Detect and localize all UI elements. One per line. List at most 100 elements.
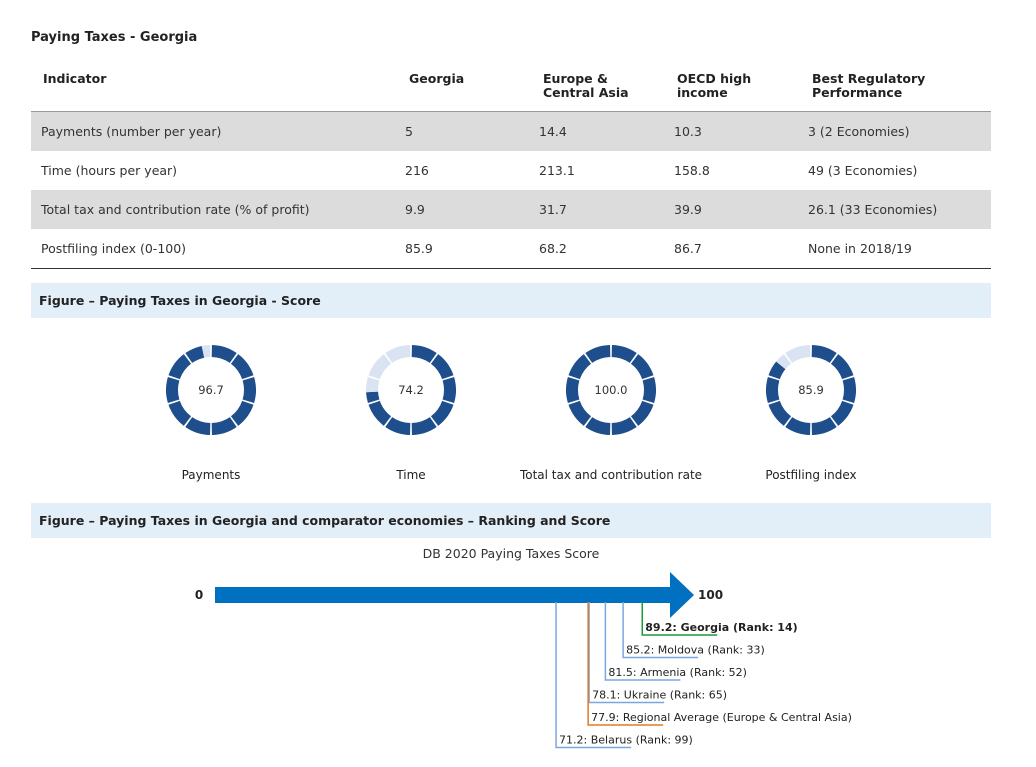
ranking-chart: 0 100 89.2: Georgia (Rank: 14) 85.2: Mold…	[195, 572, 852, 749]
score-figure-header: Figure – Paying Taxes in Georgia - Score	[31, 283, 991, 318]
donut-filled-segment	[442, 376, 456, 404]
donut-filled-segment	[568, 400, 592, 426]
donut-filled-segment	[166, 376, 180, 404]
donut-filled-segment	[811, 345, 837, 363]
table-cell: 5	[405, 124, 413, 139]
donut-filled-segment	[168, 354, 192, 380]
donut-filled-segment	[242, 376, 256, 404]
donut-filled-segment	[785, 417, 811, 435]
table-cell: 39.9	[674, 202, 702, 217]
page-title: Paying Taxes - Georgia	[31, 30, 198, 45]
donut-filled-segment	[630, 400, 654, 426]
donut-empty-segment	[785, 345, 811, 363]
donut-payments: 96.7 Payments	[111, 340, 311, 482]
leader-line	[587, 602, 664, 726]
table-cell: Total tax and contribution rate (% of pr…	[41, 202, 310, 217]
donut-filled-segment	[842, 376, 856, 404]
leader-line	[588, 602, 665, 704]
donut-label: Time	[396, 468, 426, 482]
donut-chart: 100.0	[566, 345, 656, 435]
table-cell: 9.9	[405, 202, 425, 217]
table-cell: 158.8	[674, 163, 710, 178]
table-row: Time (hours per year) 216 213.1 158.8 49…	[31, 151, 991, 190]
header-europe-central-asia: Europe & Central Asia	[543, 71, 629, 100]
donut-value: 96.7	[198, 383, 224, 397]
donut-value: 85.9	[798, 383, 824, 397]
donut-empty-segment	[368, 354, 392, 380]
table-header: Indicator Georgia Europe & Central Asia …	[31, 66, 991, 112]
table-cell: 213.1	[539, 163, 575, 178]
donut-filled-segment	[568, 354, 592, 380]
leader-line	[604, 602, 681, 681]
table-cell: None in 2018/19	[808, 241, 912, 256]
donut-filled-segment	[211, 417, 237, 435]
donut-filled-segment	[411, 417, 437, 435]
table-cell: 49 (3 Economies)	[808, 163, 918, 178]
score-figure-title: Figure – Paying Taxes in Georgia - Score	[39, 293, 321, 308]
donut-filled-segment	[566, 376, 580, 404]
header-oecd-high-income: OECD high income	[677, 71, 752, 100]
header-best-regulatory-performance: Best Regulatory Performance	[812, 71, 926, 100]
score-arrow	[215, 572, 694, 618]
donut-chart: 85.9	[766, 345, 856, 435]
economy-score-label: 77.9: Regional Average (Europe & Central…	[591, 711, 852, 724]
table-cell: 10.3	[674, 124, 702, 139]
donut-postfiling-index: 85.9 Postfiling index	[711, 340, 911, 482]
donut-filled-segment	[411, 345, 437, 363]
donut-filled-segment	[230, 354, 254, 380]
rank-figure-subtitle: DB 2020 Paying Taxes Score	[422, 546, 600, 561]
donut-empty-segment	[385, 345, 411, 363]
table-cell: 85.9	[405, 241, 433, 256]
header-indicator: Indicator	[43, 71, 107, 86]
economy-score-label: 89.2: Georgia (Rank: 14)	[645, 621, 797, 634]
table-cell: 31.7	[539, 202, 567, 217]
economy-score-label: 78.1: Ukraine (Rank: 65)	[592, 689, 727, 702]
donut-filled-segment	[185, 345, 205, 363]
leader-line	[641, 602, 718, 636]
donut-time: 74.2 Time	[311, 340, 511, 482]
table-cell: Payments (number per year)	[41, 124, 222, 139]
donut-value: 74.2	[398, 383, 424, 397]
table-cell: 68.2	[539, 241, 567, 256]
donut-filled-segment	[585, 345, 611, 363]
donut-filled-segment	[642, 376, 656, 404]
rank-figure-title: Figure – Paying Taxes in Georgia and com…	[39, 513, 611, 528]
donut-filled-segment	[430, 400, 454, 426]
header-georgia: Georgia	[409, 71, 465, 86]
leader-line	[555, 602, 632, 749]
donut-label: Total tax and contribution rate	[519, 468, 703, 482]
donut-chart: 96.7	[166, 345, 256, 435]
table-cell: Postfiling index (0-100)	[41, 241, 187, 256]
donut-filled-segment	[768, 361, 786, 380]
donut-filled-segment	[230, 400, 254, 426]
donut-filled-segment	[585, 417, 611, 435]
table-cell: 3 (2 Economies)	[808, 124, 910, 139]
donut-filled-segment	[168, 400, 192, 426]
leader-line	[622, 602, 699, 659]
table-row: Postfiling index (0-100) 85.9 68.2 86.7 …	[31, 229, 991, 269]
rank-figure-header: Figure – Paying Taxes in Georgia and com…	[31, 503, 991, 538]
donut-chart: 74.2	[366, 345, 456, 435]
donut-filled-segment	[611, 345, 637, 363]
indicator-table: Indicator Georgia Europe & Central Asia …	[31, 66, 991, 269]
donut-filled-segment	[766, 376, 780, 404]
scale-min-label: 0	[195, 588, 203, 602]
donut-empty-segment	[201, 345, 211, 358]
donut-filled-segment	[385, 417, 411, 435]
table-row: Payments (number per year) 5 14.4 10.3 3…	[31, 112, 991, 151]
donut-filled-segment	[811, 417, 837, 435]
economy-score-label: 71.2: Belarus (Rank: 99)	[559, 734, 693, 747]
economy-score-label: 81.5: Armenia (Rank: 52)	[608, 666, 747, 679]
donut-filled-segment	[366, 391, 380, 404]
table-row: Total tax and contribution rate (% of pr…	[31, 190, 991, 229]
donut-filled-segment	[768, 400, 792, 426]
donut-filled-segment	[185, 417, 211, 435]
donut-empty-segment	[366, 376, 380, 393]
economy-score-label: 85.2: Moldova (Rank: 33)	[626, 644, 765, 657]
table-cell: Time (hours per year)	[41, 163, 178, 178]
donut-filled-segment	[830, 354, 854, 380]
donut-empty-segment	[776, 354, 792, 370]
donut-label: Payments	[181, 468, 241, 482]
donut-filled-segment	[630, 354, 654, 380]
donut-filled-segment	[830, 400, 854, 426]
